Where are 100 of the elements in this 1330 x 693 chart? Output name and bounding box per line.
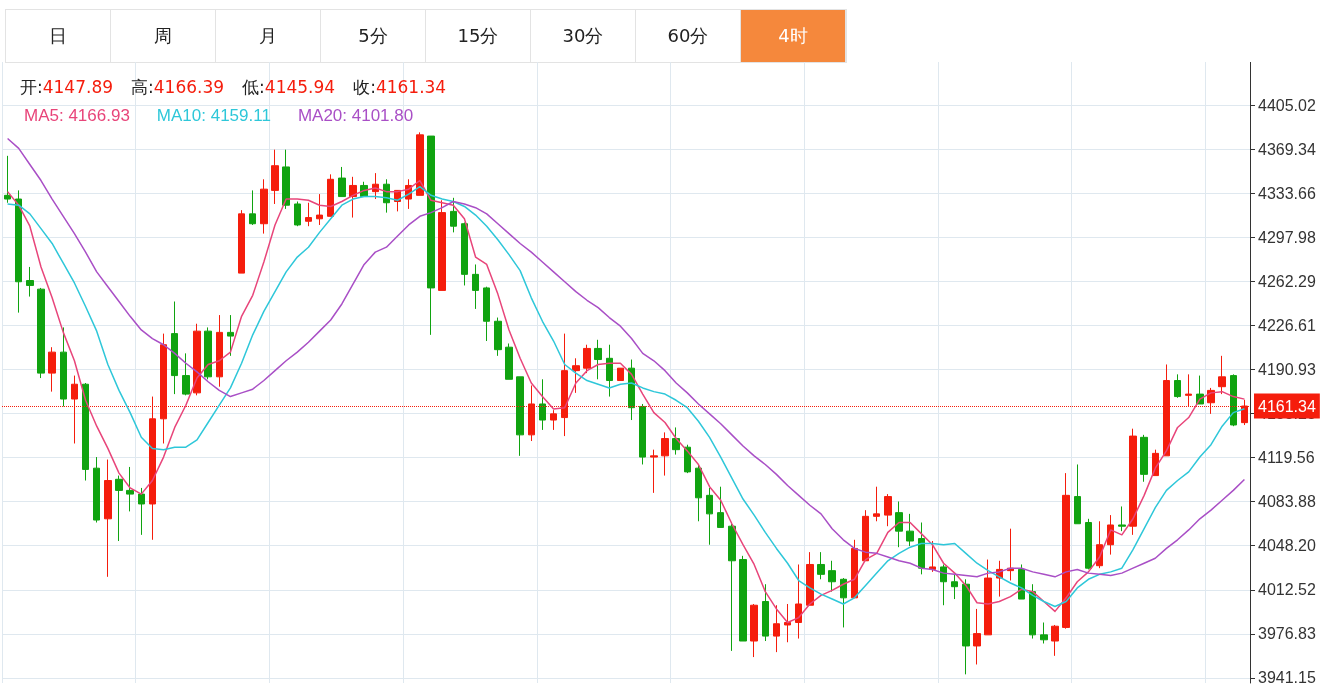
candlestick xyxy=(227,314,234,357)
candlestick xyxy=(1018,563,1025,600)
candlestick xyxy=(115,475,123,542)
candlestick xyxy=(82,382,89,482)
candlestick xyxy=(483,286,490,342)
candlestick xyxy=(249,189,256,226)
candlestick xyxy=(438,199,446,291)
candlestick xyxy=(126,466,134,512)
ref-line-label: 4161.34 xyxy=(1258,397,1316,415)
candlestick xyxy=(717,486,724,528)
candlestick xyxy=(873,486,880,522)
text: 月 xyxy=(216,10,321,62)
candlestick xyxy=(427,135,435,336)
candlestick xyxy=(26,266,34,298)
candlestick xyxy=(282,149,290,210)
candlestick xyxy=(1230,373,1237,427)
candlestick xyxy=(316,193,323,226)
text: 60分 xyxy=(636,10,741,62)
candlestick xyxy=(182,352,190,396)
text: 周 xyxy=(111,10,216,62)
candlestick xyxy=(784,603,791,643)
candlestick xyxy=(1074,463,1081,525)
candlestick xyxy=(1007,528,1014,582)
candlestick xyxy=(572,357,580,394)
candlestick xyxy=(1029,583,1036,640)
y-tick-label: 4119.56 xyxy=(1258,449,1315,467)
candlestick xyxy=(851,539,858,599)
candlestick xyxy=(840,577,847,628)
candlestick xyxy=(505,342,513,380)
candlestick xyxy=(706,487,713,546)
y-tick-label: 4226.61 xyxy=(1258,316,1316,334)
candlestick xyxy=(606,344,613,398)
y-tick-label: 4048.20 xyxy=(1258,537,1316,555)
candlestick xyxy=(349,176,357,219)
candlestick xyxy=(750,603,758,658)
candlestick xyxy=(193,323,201,396)
candlestick xyxy=(973,608,981,665)
candlestick xyxy=(1051,624,1059,657)
candlestick xyxy=(684,444,691,474)
candlestick xyxy=(1118,505,1126,532)
candlestick xyxy=(104,459,112,578)
candlestick xyxy=(60,326,67,407)
candlestick xyxy=(639,403,646,465)
candlestick xyxy=(672,426,680,456)
candlestick xyxy=(884,493,892,527)
candlestick xyxy=(817,551,825,580)
candlestick xyxy=(494,317,502,357)
text: 日 xyxy=(6,10,111,62)
candlestick xyxy=(594,339,602,380)
candlestick xyxy=(4,155,11,204)
candlestick xyxy=(260,178,268,235)
text: MA10: 4159.11 xyxy=(156,106,271,125)
y-tick-label: 3976.83 xyxy=(1258,625,1316,643)
candlestick xyxy=(583,344,591,374)
candlestick xyxy=(739,555,747,642)
candlestick xyxy=(37,287,45,379)
text: 开:4147.89 高:4166.39 低:4145.94 收:4161.34 xyxy=(20,77,447,97)
candlestick xyxy=(1174,373,1181,399)
candlestick xyxy=(204,326,212,380)
candlestick xyxy=(461,222,468,286)
text: 15分 xyxy=(426,10,531,62)
candlestick xyxy=(516,376,524,457)
candlestick xyxy=(906,513,914,547)
candlestick xyxy=(617,367,624,382)
text: MA20: 4101.80 xyxy=(297,106,414,125)
candlestick xyxy=(171,301,178,395)
candlestick xyxy=(862,509,869,562)
candlestick xyxy=(1140,434,1148,483)
candlestick xyxy=(828,560,836,593)
candlestick xyxy=(216,314,223,388)
candlestick xyxy=(918,522,925,575)
candlestick xyxy=(661,431,669,477)
candlestick xyxy=(650,449,658,494)
candlestick xyxy=(1062,472,1070,630)
text: 30分 xyxy=(531,10,636,62)
candlestick xyxy=(416,131,424,196)
candlestick xyxy=(550,409,557,431)
y-tick-label: 4262.29 xyxy=(1258,272,1316,290)
candlestick xyxy=(472,263,479,310)
candlestick xyxy=(271,149,279,205)
candlestick xyxy=(895,501,903,548)
candlestick xyxy=(294,201,301,227)
candlestick xyxy=(962,578,970,675)
candlestick xyxy=(539,378,546,431)
candlestick xyxy=(93,456,100,523)
y-tick-label: 4190.93 xyxy=(1258,361,1316,378)
candlestick xyxy=(450,197,457,233)
candlestick xyxy=(940,563,947,606)
candlestick xyxy=(1218,355,1226,395)
line-series xyxy=(6,137,1246,578)
y-tick-label: 4012.52 xyxy=(1258,581,1316,599)
candlestick xyxy=(806,551,814,606)
candlestick xyxy=(1085,518,1092,570)
candlestick xyxy=(138,487,145,536)
text: 4时 xyxy=(741,10,846,62)
candlestick xyxy=(305,202,312,227)
candlestick xyxy=(1129,428,1137,536)
candlestick xyxy=(773,604,780,653)
candlestick xyxy=(338,166,346,198)
candlestick xyxy=(15,189,22,314)
